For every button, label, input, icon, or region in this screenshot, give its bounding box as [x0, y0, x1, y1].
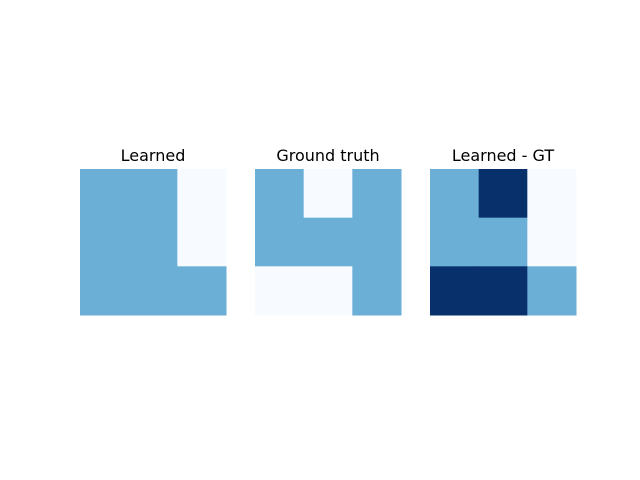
panel-title-ground-truth: Ground truth — [276, 146, 379, 165]
heatmap-cell-learned-r2-c2 — [177, 266, 227, 316]
heatmap-cell-difference-r2-c1 — [478, 266, 528, 316]
heatmap-cells-ground-truth — [255, 169, 402, 316]
heatmap-panel-learned: Learned — [80, 146, 227, 316]
heatmap-cell-ground-truth-r0-c0 — [255, 169, 305, 219]
heatmap-cell-learned-r1-c2 — [177, 217, 227, 267]
heatmap-cell-difference-r1-c1 — [478, 217, 528, 267]
heatmap-panel-ground-truth: Ground truth — [255, 146, 402, 316]
heatmap-cell-ground-truth-r1-c2 — [352, 217, 402, 267]
heatmap-cell-difference-r1-c2 — [527, 217, 577, 267]
heatmap-cell-learned-r0-c0 — [80, 169, 130, 219]
panel-title-difference: Learned - GT — [452, 146, 554, 165]
heatmap-cell-learned-r0-c1 — [128, 169, 178, 219]
heatmap-cell-learned-r2-c0 — [80, 266, 130, 316]
heatmap-cell-difference-r0-c1 — [478, 169, 528, 219]
panel-title-learned: Learned — [121, 146, 186, 165]
heatmap-cell-ground-truth-r1-c0 — [255, 217, 305, 267]
heatmap-cell-learned-r0-c2 — [177, 169, 227, 219]
heatmap-cell-ground-truth-r2-c0 — [255, 266, 305, 316]
heatmap-cell-learned-r2-c1 — [128, 266, 178, 316]
heatmap-cell-ground-truth-r1-c1 — [303, 217, 353, 267]
heatmap-cell-learned-r1-c0 — [80, 217, 130, 267]
heatmap-cell-ground-truth-r2-c1 — [303, 266, 353, 316]
heatmap-cell-ground-truth-r0-c1 — [303, 169, 353, 219]
heatmap-cell-difference-r1-c0 — [430, 217, 480, 267]
heatmap-cells-learned — [80, 169, 227, 316]
heatmap-cell-difference-r0-c2 — [527, 169, 577, 219]
heatmap-cell-ground-truth-r0-c2 — [352, 169, 402, 219]
heatmap-cell-difference-r2-c2 — [527, 266, 577, 316]
heatmap-panel-difference: Learned - GT — [430, 146, 577, 316]
heatmap-cell-difference-r2-c0 — [430, 266, 480, 316]
heatmap-cell-learned-r1-c1 — [128, 217, 178, 267]
heatmap-cell-ground-truth-r2-c2 — [352, 266, 402, 316]
heatmap-cell-difference-r0-c0 — [430, 169, 480, 219]
heatmap-cells-difference — [430, 169, 577, 316]
